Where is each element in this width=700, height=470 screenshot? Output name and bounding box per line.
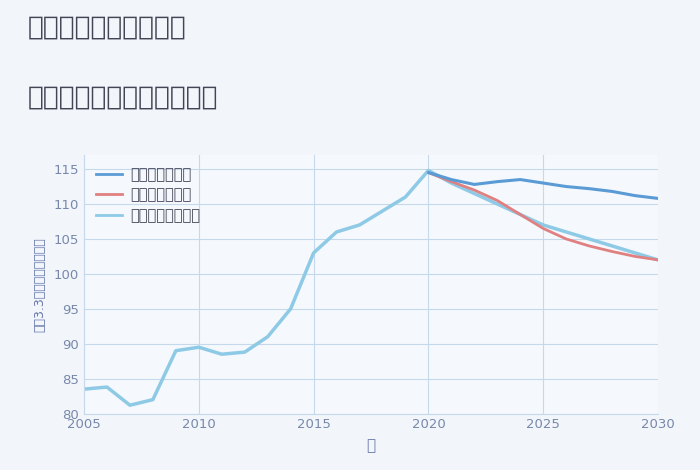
Text: 兵庫県姫路市藤ヶ台の: 兵庫県姫路市藤ヶ台の	[28, 14, 187, 40]
Legend: グッドシナリオ, バッドシナリオ, ノーマルシナリオ: グッドシナリオ, バッドシナリオ, ノーマルシナリオ	[91, 163, 205, 228]
Text: 中古マンションの価格推移: 中古マンションの価格推移	[28, 85, 218, 110]
Y-axis label: 坪（3.3㎡）単価（万円）: 坪（3.3㎡）単価（万円）	[34, 237, 47, 332]
X-axis label: 年: 年	[366, 439, 376, 454]
